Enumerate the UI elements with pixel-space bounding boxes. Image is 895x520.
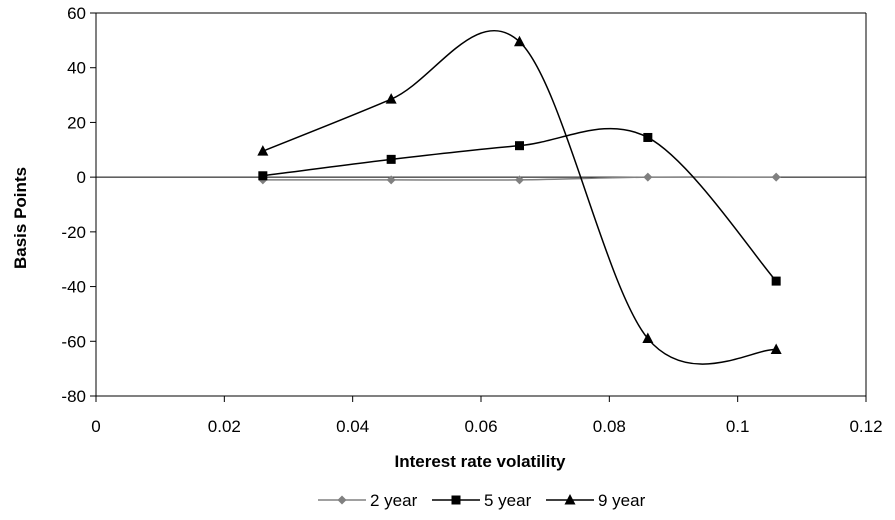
y-tick-label: -60: [61, 332, 86, 351]
data-point-triangle: [257, 145, 269, 156]
x-tick-label: 0.12: [849, 417, 882, 436]
data-point-triangle: [385, 93, 397, 104]
y-tick-label: 20: [67, 113, 86, 132]
data-point-diamond: [771, 172, 781, 182]
data-point-diamond: [515, 175, 524, 185]
y-tick-label: -20: [61, 223, 86, 242]
x-tick-label: 0.04: [336, 417, 369, 436]
data-point-triangle: [770, 343, 782, 354]
legend: 2 year 5 year 9 year: [318, 491, 646, 510]
y-tick-label: 0: [77, 168, 86, 187]
legend-label: 2 year: [370, 491, 418, 510]
legend-marker-triangle: [564, 494, 576, 505]
x-tick-label: 0.08: [593, 417, 626, 436]
legend-item: 9 year: [546, 491, 646, 510]
series-layer: [257, 29, 782, 365]
legend-marker-diamond: [337, 495, 347, 505]
legend-label: 9 year: [598, 491, 646, 510]
series-2-year: [258, 172, 781, 185]
data-point-square: [386, 154, 396, 164]
data-point-triangle: [642, 332, 654, 344]
data-point-square: [258, 171, 268, 181]
x-tick-label: 0.02: [208, 417, 241, 436]
data-point-square: [771, 276, 781, 286]
data-point-square: [515, 141, 524, 151]
plot-area: [95, 12, 867, 397]
y-axis-title: Basis Points: [11, 167, 30, 269]
series-5-year: [258, 127, 781, 286]
legend-marker-square: [451, 495, 461, 505]
y-tick-label: 60: [67, 4, 86, 23]
x-tick-label: 0: [91, 417, 100, 436]
legend-item: 5 year: [432, 491, 532, 510]
series-line: [262, 127, 777, 282]
y-tick-label: 40: [67, 59, 86, 78]
x-tick-label: 0.06: [464, 417, 497, 436]
y-tick-label: -40: [61, 278, 86, 297]
data-point-square: [643, 132, 653, 142]
legend-label: 5 year: [484, 491, 532, 510]
y-axis-ticks: 60 40 20 0 -20 -40 -60 -80: [61, 4, 96, 406]
x-tick-label: 0.1: [726, 417, 750, 436]
series-line: [262, 29, 777, 365]
legend-item: 2 year: [318, 491, 418, 510]
y-tick-label: -80: [61, 387, 86, 406]
x-axis-ticks: 0 0.02 0.04 0.06 0.08 0.1 0.12: [91, 396, 883, 436]
x-axis-title: Interest rate volatility: [394, 452, 566, 471]
data-point-diamond: [386, 175, 396, 185]
data-point-diamond: [643, 172, 653, 182]
series-9-year: [257, 29, 782, 365]
data-point-triangle: [514, 35, 525, 47]
